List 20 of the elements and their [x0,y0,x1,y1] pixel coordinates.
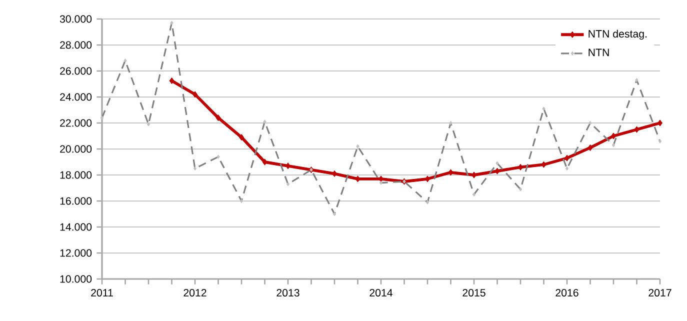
y-tick-label: 30.000 [60,15,92,23]
y-tick-label: 12.000 [60,249,92,257]
y-tick-label: 10.000 [60,275,92,283]
y-tick-label: 16.000 [60,197,92,205]
y-tick-label: 18.000 [60,171,92,179]
x-tick-label: 2014 [370,289,393,297]
x-tick-label: 2017 [648,289,672,297]
y-tick-label: 24.000 [60,93,92,101]
y-tick-label: 14.000 [60,223,92,231]
x-tick-label: 2013 [276,289,300,297]
x-tick-label: 2012 [184,289,206,297]
y-tick-label: 26.000 [60,67,92,75]
y-tick-label: 28.000 [60,41,92,49]
x-tick-label: 2011 [91,289,113,297]
y-tick-label: 22.000 [60,119,92,127]
legend-label: NTN destag. [588,30,647,40]
x-tick-label: 2015 [462,289,486,297]
y-tick-label: 20.000 [60,145,92,153]
x-tick-label: 2016 [556,289,578,297]
legend-label: NTN [588,48,609,56]
